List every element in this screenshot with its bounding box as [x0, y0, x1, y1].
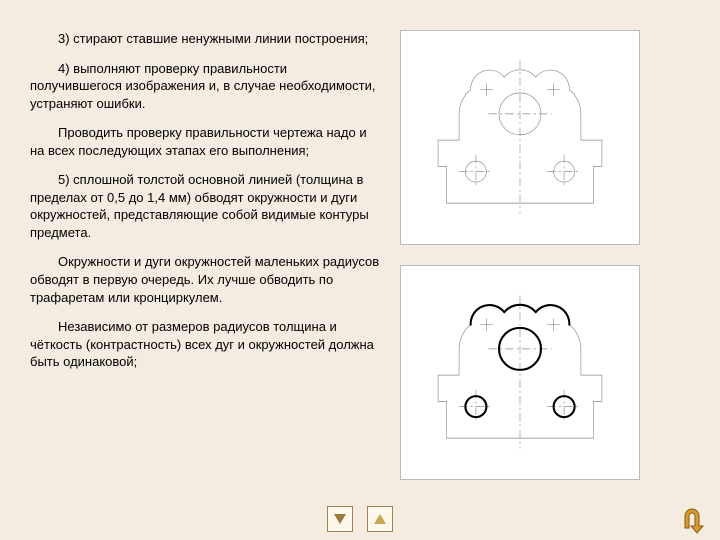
para-5: 5) сплошной толстой основной линией (тол… — [30, 171, 380, 241]
nav-bar — [0, 506, 720, 532]
triangle-down-icon — [332, 511, 348, 527]
figures-column — [400, 30, 640, 480]
triangle-up-icon — [372, 511, 388, 527]
para-5b: Окружности и дуги окружностей маленьких … — [30, 253, 380, 306]
text-column: 3) стирают ставшие ненужными линии постр… — [30, 30, 380, 480]
para-5c: Независимо от размеров радиусов толщина … — [30, 318, 380, 371]
para-3: 3) стирают ставшие ненужными линии постр… — [30, 30, 380, 48]
u-turn-icon — [674, 506, 706, 534]
para-4b: Проводить проверку правильности чертежа … — [30, 124, 380, 159]
next-button[interactable] — [367, 506, 393, 532]
figure-top — [400, 30, 640, 245]
prev-button[interactable] — [327, 506, 353, 532]
figure-bottom — [400, 265, 640, 480]
para-4: 4) выполняют проверку правильности получ… — [30, 60, 380, 113]
drawing-thin — [415, 45, 625, 230]
back-button[interactable] — [674, 506, 706, 534]
drawing-thick — [415, 280, 625, 465]
